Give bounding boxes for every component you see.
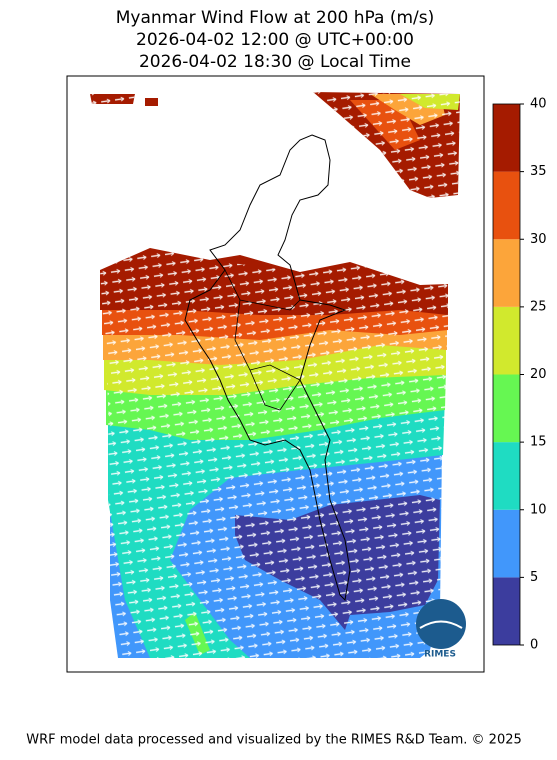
logo: RIMES xyxy=(416,599,466,660)
logo-text: RIMES xyxy=(424,650,456,660)
wind-field xyxy=(90,92,460,658)
colorbar-segment xyxy=(493,374,520,443)
title-line: 2026-04-02 12:00 @ UTC+00:00 xyxy=(136,30,414,50)
title-line: 2026-04-02 18:30 @ Local Time xyxy=(139,52,411,72)
map-frame xyxy=(66,75,485,673)
title-line: Myanmar Wind Flow at 200 hPa (m/s) xyxy=(116,8,434,28)
colorbar-segment xyxy=(493,577,520,645)
colorbar-segment xyxy=(493,171,520,240)
colorbar-segment xyxy=(493,104,520,172)
colorbar-tick-label: 35 xyxy=(530,164,547,179)
country-border xyxy=(184,134,351,602)
speed-area xyxy=(145,98,158,106)
colorbar-tick-label: 25 xyxy=(530,299,547,314)
logo-badge xyxy=(416,599,466,649)
colorbar-tick-label: 5 xyxy=(530,570,538,585)
colorbar-tick-label: 20 xyxy=(530,367,547,382)
colorbar-tick-label: 15 xyxy=(530,435,547,450)
colorbar-tick-label: 30 xyxy=(530,232,547,247)
colorbar-segment xyxy=(493,239,520,307)
colorbar-tick-label: 40 xyxy=(530,97,547,112)
region-border xyxy=(224,269,301,411)
colorbar-segment xyxy=(493,442,520,510)
colorbar-segment xyxy=(493,306,520,375)
colorbar-tick-label: 0 xyxy=(530,638,538,653)
footer: WRF model data processed and visualized … xyxy=(26,733,522,748)
colorbar-segment xyxy=(493,509,520,578)
colorbar: 0 5 10 15 20 25 30 35 40 xyxy=(492,97,547,653)
colorbar-tick-label: 10 xyxy=(530,502,547,517)
wind-arrows xyxy=(90,92,460,658)
